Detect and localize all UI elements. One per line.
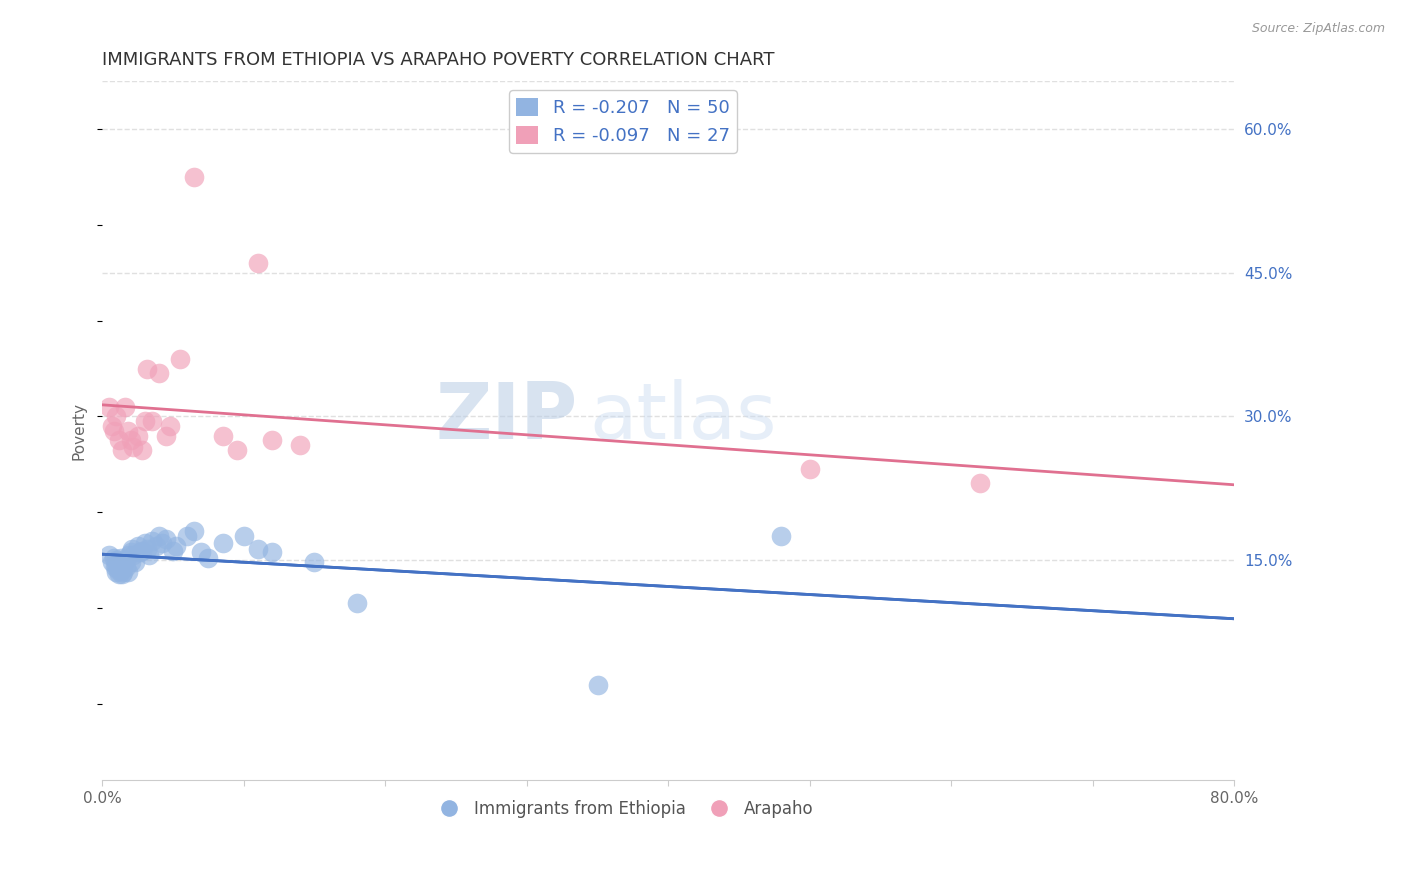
Point xyxy=(107,563,129,577)
Point xyxy=(165,539,187,553)
Point xyxy=(98,400,121,414)
Point xyxy=(117,565,139,579)
Point xyxy=(148,367,170,381)
Point xyxy=(103,424,125,438)
Point xyxy=(197,551,219,566)
Point xyxy=(211,536,233,550)
Point xyxy=(260,434,283,448)
Point xyxy=(162,543,184,558)
Point xyxy=(136,541,159,556)
Point xyxy=(169,351,191,366)
Point xyxy=(111,567,134,582)
Point xyxy=(346,596,368,610)
Point xyxy=(105,565,128,579)
Point xyxy=(141,533,163,548)
Point xyxy=(138,549,160,563)
Point xyxy=(190,545,212,559)
Point xyxy=(129,545,152,559)
Point xyxy=(211,428,233,442)
Point xyxy=(150,536,173,550)
Point xyxy=(112,565,135,579)
Point xyxy=(131,543,153,558)
Point xyxy=(770,529,793,543)
Point xyxy=(108,560,131,574)
Point xyxy=(120,434,142,448)
Point xyxy=(225,442,247,457)
Point xyxy=(586,677,609,691)
Point xyxy=(114,553,136,567)
Point xyxy=(120,555,142,569)
Text: atlas: atlas xyxy=(589,379,776,455)
Point xyxy=(155,532,177,546)
Point xyxy=(117,424,139,438)
Point xyxy=(121,541,143,556)
Point xyxy=(155,428,177,442)
Point xyxy=(124,555,146,569)
Point xyxy=(134,414,156,428)
Point xyxy=(108,434,131,448)
Point xyxy=(104,559,127,574)
Point xyxy=(98,549,121,563)
Point xyxy=(136,361,159,376)
Y-axis label: Poverty: Poverty xyxy=(72,401,86,459)
Point xyxy=(159,419,181,434)
Point xyxy=(246,256,269,270)
Point xyxy=(122,549,145,563)
Point xyxy=(145,539,167,553)
Point xyxy=(183,170,205,185)
Point xyxy=(131,442,153,457)
Point xyxy=(103,551,125,566)
Point xyxy=(260,545,283,559)
Text: Source: ZipAtlas.com: Source: ZipAtlas.com xyxy=(1251,22,1385,36)
Point xyxy=(141,414,163,428)
Point xyxy=(969,476,991,491)
Point xyxy=(105,558,128,572)
Text: ZIP: ZIP xyxy=(436,379,578,455)
Point xyxy=(127,428,149,442)
Point xyxy=(134,536,156,550)
Point xyxy=(114,400,136,414)
Point xyxy=(118,549,141,563)
Point xyxy=(105,553,128,567)
Text: IMMIGRANTS FROM ETHIOPIA VS ARAPAHO POVERTY CORRELATION CHART: IMMIGRANTS FROM ETHIOPIA VS ARAPAHO POVE… xyxy=(103,51,775,69)
Point xyxy=(122,440,145,454)
Point xyxy=(148,529,170,543)
Point xyxy=(101,555,124,569)
Point xyxy=(112,558,135,572)
Point xyxy=(246,541,269,556)
Point xyxy=(115,559,138,574)
Point xyxy=(101,419,124,434)
Point xyxy=(232,529,254,543)
Legend: Immigrants from Ethiopia, Arapaho: Immigrants from Ethiopia, Arapaho xyxy=(426,793,821,824)
Point xyxy=(127,539,149,553)
Point xyxy=(183,524,205,539)
Point xyxy=(108,567,131,582)
Point xyxy=(111,442,134,457)
Point xyxy=(799,462,821,476)
Point xyxy=(105,409,128,424)
Point xyxy=(176,529,198,543)
Point xyxy=(304,555,326,569)
Point xyxy=(110,555,132,569)
Point xyxy=(120,545,142,559)
Point xyxy=(290,438,312,452)
Point xyxy=(110,551,132,566)
Point xyxy=(111,563,134,577)
